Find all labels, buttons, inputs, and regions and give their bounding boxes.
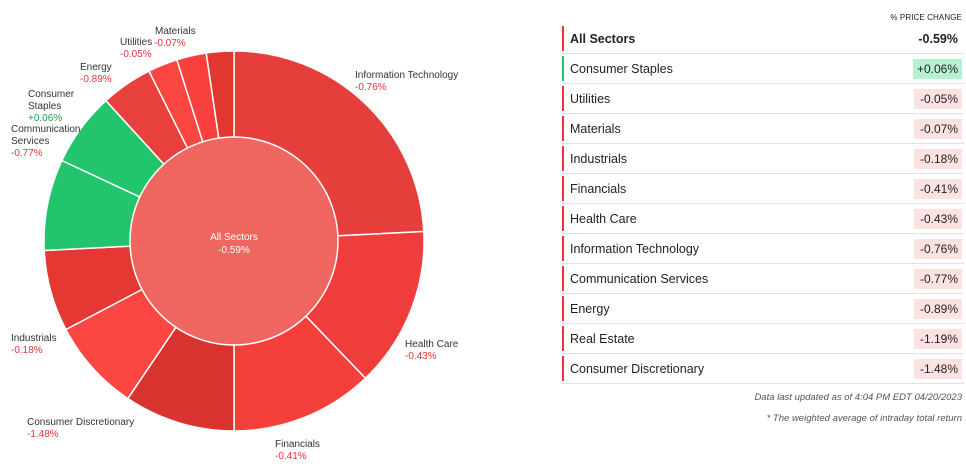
label-industrials: Industrials -0.18% <box>11 333 57 357</box>
label-value: -0.07% <box>154 38 186 49</box>
label-name: Materials <box>155 26 196 37</box>
footnote-updated: Data last updated as of 4:04 PM EDT 04/2… <box>754 392 962 403</box>
table-row[interactable]: Communication Services -0.77% <box>562 264 964 294</box>
label-name: Consumer Discretionary <box>27 417 135 428</box>
label-value: -0.43% <box>405 351 437 362</box>
table-row[interactable]: Health Care -0.43% <box>562 204 964 234</box>
label-name: Consumer Staples <box>28 89 75 112</box>
label-name: Utilities <box>120 37 153 48</box>
row-label: Consumer Discretionary <box>570 361 705 376</box>
row-value: -0.05% <box>914 88 962 109</box>
row-label: All Sectors <box>570 31 636 46</box>
label-value: -1.48% <box>27 429 59 440</box>
row-value: -1.19% <box>914 328 962 349</box>
row-label: Financials <box>570 181 627 196</box>
center-circle <box>129 136 339 346</box>
row-label: Industrials <box>570 151 627 166</box>
label-communication-services: Communication Services -0.77% <box>11 124 91 160</box>
label-name: Communication Services <box>11 124 81 147</box>
row-value: -0.59% <box>918 31 958 46</box>
label-health-care: Health Care -0.43% <box>405 339 458 363</box>
label-name: Health Care <box>405 339 459 350</box>
row-value: -0.77% <box>914 268 962 289</box>
footnote-weighted: * The weighted average of intraday total… <box>766 413 962 424</box>
label-consumer-staples: Consumer Staples +0.06% <box>28 89 80 125</box>
sector-donut-chart: All Sectors -0.59% Information Technolog… <box>11 26 458 463</box>
row-label: Materials <box>570 121 621 136</box>
center-value: -0.59% <box>218 245 250 256</box>
label-value: -0.89% <box>80 74 112 85</box>
table-row[interactable]: Energy -0.89% <box>562 294 964 324</box>
table-row[interactable]: Financials -0.41% <box>562 174 964 204</box>
column-header: % PRICE CHANGE <box>890 13 962 22</box>
label-information-technology: Information Technology -0.76% <box>355 70 458 94</box>
label-materials: Materials -0.07% <box>154 26 196 50</box>
label-utilities: Utilities -0.05% <box>120 37 152 61</box>
table-row[interactable]: Consumer Discretionary -1.48% <box>562 354 964 384</box>
label-value: +0.06% <box>28 113 63 124</box>
table-rows: Consumer Staples +0.06% Utilities -0.05% Mat… <box>562 54 964 384</box>
label-value: -0.41% <box>275 451 307 462</box>
label-name: Industrials <box>11 333 57 344</box>
table-row[interactable]: Industrials -0.18% <box>562 144 964 174</box>
label-value: -0.05% <box>120 49 152 60</box>
label-value: -0.18% <box>11 345 43 356</box>
row-value: -1.48% <box>914 358 962 379</box>
row-value: -0.41% <box>914 178 962 199</box>
row-value: -0.76% <box>914 238 962 259</box>
label-consumer-discretionary: Consumer Discretionary -1.48% <box>27 417 134 441</box>
row-label: Energy <box>570 301 610 316</box>
center-label: All Sectors <box>210 232 258 243</box>
row-value: +0.06% <box>912 58 962 79</box>
table-row[interactable]: Utilities -0.05% <box>562 84 964 114</box>
row-label: Utilities <box>570 91 611 106</box>
row-value: -0.89% <box>914 298 962 319</box>
table-row[interactable]: Materials -0.07% <box>562 114 964 144</box>
row-value: -0.07% <box>914 118 962 139</box>
donut-svg: All Sectors -0.59% <box>43 50 425 432</box>
label-name: Financials <box>275 439 321 450</box>
sector-table: % PRICE CHANGE All Sectors -0.59% Consum… <box>562 12 964 424</box>
table-row[interactable]: Consumer Staples +0.06% <box>562 54 964 84</box>
row-label: Health Care <box>570 211 637 226</box>
table-row[interactable]: Real Estate -1.19% <box>562 324 964 354</box>
row-value: -0.43% <box>914 208 962 229</box>
label-value: -0.77% <box>11 148 43 159</box>
row-label: Real Estate <box>570 331 635 346</box>
row-label: Consumer Staples <box>570 61 673 76</box>
table-row-total[interactable]: All Sectors -0.59% <box>562 24 964 54</box>
row-label: Information Technology <box>570 241 700 256</box>
table-row[interactable]: Information Technology -0.76% <box>562 234 964 264</box>
label-energy: Energy -0.89% <box>80 62 112 86</box>
label-name: Energy <box>80 62 112 73</box>
label-financials: Financials -0.41% <box>275 439 320 463</box>
row-value: -0.18% <box>914 148 962 169</box>
row-label: Communication Services <box>570 271 709 286</box>
label-value: -0.76% <box>355 82 387 93</box>
label-name: Information Technology <box>355 70 459 81</box>
